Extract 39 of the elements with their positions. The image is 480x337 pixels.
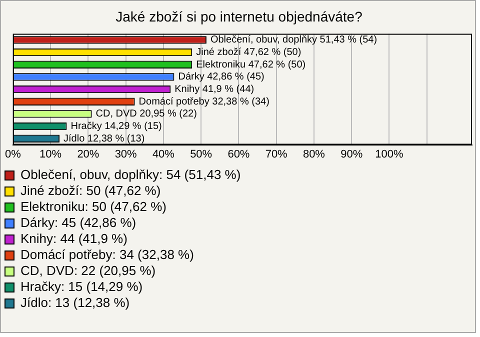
legend-label: Domácí potřeby [20,247,113,262]
x-tick-label: 50% [190,148,212,160]
x-tick-label: 10% [40,148,62,160]
legend-label: Elektroniku [20,199,85,214]
text: : 45 (42,86 %) [54,215,136,230]
x-tick-label: 20% [77,148,100,160]
text: : 15 (14,29 %) [60,279,143,294]
data-label: Knihy 41,9 % (44) [174,84,254,96]
legend-label: Oblečení, obuv, doplňky [20,167,160,182]
text: : 50 (47,62 %) [79,183,161,198]
legend-label: Dárky [20,215,55,230]
legend-label: Jiné zboží [20,183,80,198]
legend-label: Knihy [20,231,54,246]
legend-label: Jídlo [20,295,48,310]
text: : 34 (32,38 %) [112,247,194,262]
data-label: Jídlo 12,38 % (13) [64,133,145,144]
x-tick-label: 90% [340,148,363,160]
data-label: Oblečení, obuv, doplňky 51,43 % (54) [210,34,378,46]
data-label: Jiné zboží 47,62 % (50) [196,47,302,58]
text: : 44 (41,9 %) [53,231,128,246]
text: : 54 (51,43 %) [159,167,241,182]
text: : 50 (47,62 %) [84,199,166,214]
data-label: Domácí potřeby 32,38 % (34) [138,96,270,108]
text: : 13 (12,38 %) [48,295,130,310]
legend-label: Hračky [20,279,62,294]
x-tick-label: 80% [302,148,326,160]
x-tick-label: 60% [228,148,250,160]
x-tick-label: 30% [114,148,138,160]
x-tick-label: 70% [265,148,288,160]
data-label: CD, DVD 20,95 % (22) [96,108,197,120]
legend-label: CD, DVD [20,263,74,278]
data-label: Hračky 14,29 % (15) [70,121,162,132]
x-tick-label: 100% [375,148,404,160]
x-tick-label: 40% [152,148,175,160]
text: : 22 (20,95 %) [74,263,156,278]
chart-title: Jaké zboží si po internetu objednáváte? [116,8,363,24]
x-tick-label: 0% [4,148,22,160]
data-label: Elektroniku 47,62 % (50) [196,59,306,70]
data-label: Dárky 42,86 % (45) [178,72,264,83]
